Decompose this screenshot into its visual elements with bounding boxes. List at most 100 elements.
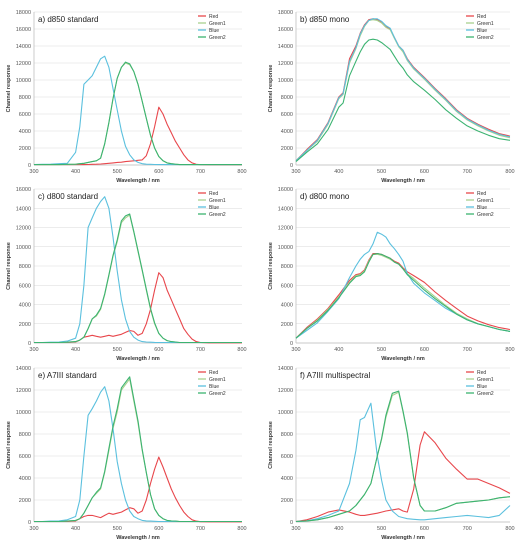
series-line-red — [295, 431, 511, 523]
y-tick-label: 8000 — [19, 95, 31, 101]
x-tick-label: 300 — [29, 169, 38, 175]
panel-title: e) A7III standard — [38, 371, 97, 380]
x-tick-label: 800 — [505, 347, 514, 353]
legend-label-green2: Green2 — [209, 35, 226, 41]
y-tick-label: 16000 — [278, 187, 293, 193]
y-tick-label: 12000 — [278, 226, 293, 232]
y-axis-label: Channel response — [6, 421, 12, 469]
series-line-green2 — [295, 38, 511, 163]
y-tick-label: 10000 — [278, 410, 293, 416]
x-tick-label: 400 — [71, 347, 80, 353]
y-tick-label: 0 — [28, 520, 31, 526]
x-tick-label: 500 — [377, 526, 386, 532]
y-tick-label: 14000 — [278, 366, 293, 372]
y-tick-label: 6000 — [281, 112, 293, 118]
x-tick-label: 700 — [196, 347, 205, 353]
x-tick-label: 700 — [463, 526, 472, 532]
chart-panel-2: 0 2000 4000 6000 8000 10000 12000 14000 16000 180… — [268, 10, 515, 184]
series-line-green2 — [34, 213, 242, 344]
y-tick-label: 4000 — [19, 129, 31, 135]
x-tick-label: 800 — [237, 347, 246, 353]
y-tick-label: 16000 — [278, 27, 293, 33]
legend-label-green2: Green2 — [477, 391, 494, 397]
series-line-green1 — [295, 253, 511, 339]
legend-label-blue: Blue — [209, 205, 219, 211]
legend-label-blue: Blue — [477, 384, 487, 390]
y-tick-label: 4000 — [19, 303, 31, 309]
x-tick-label: 600 — [420, 526, 429, 532]
x-tick-label: 400 — [334, 526, 343, 532]
legend-label-red: Red — [209, 191, 218, 197]
x-tick-label: 600 — [154, 347, 163, 353]
y-tick-label: 6000 — [19, 112, 31, 118]
y-tick-label: 16000 — [16, 27, 31, 33]
legend-label-blue: Blue — [477, 28, 487, 34]
x-axis-label: Wavelength / nm — [116, 356, 160, 362]
legend-label-blue: Blue — [209, 28, 219, 34]
series-line-blue — [295, 18, 511, 162]
series-line-blue — [34, 386, 242, 523]
y-tick-label: 18000 — [16, 10, 31, 16]
y-tick-label: 6000 — [281, 283, 293, 289]
x-tick-label: 800 — [505, 169, 514, 175]
x-axis-label: Wavelength / nm — [381, 356, 425, 362]
y-tick-label: 10000 — [278, 78, 293, 84]
series-line-green2 — [34, 376, 242, 523]
y-tick-label: 4000 — [19, 476, 31, 482]
panel-title: a) d850 standard — [38, 15, 99, 24]
x-tick-label: 400 — [334, 169, 343, 175]
y-tick-label: 2000 — [281, 322, 293, 328]
legend-label-green1: Green1 — [477, 198, 494, 204]
x-tick-label: 400 — [71, 169, 80, 175]
y-axis-label: Channel response — [268, 65, 274, 113]
y-tick-label: 0 — [28, 163, 31, 169]
legend-label-green1: Green1 — [477, 377, 494, 383]
y-tick-label: 12000 — [278, 61, 293, 67]
chart-panel-6: 0 2000 4000 6000 8000 10000 12000 14000 300 400 50… — [268, 366, 515, 541]
x-tick-label: 500 — [113, 347, 122, 353]
y-axis-label: Channel response — [268, 242, 274, 290]
y-tick-label: 8000 — [281, 432, 293, 438]
y-tick-label: 4000 — [281, 129, 293, 135]
legend-label-red: Red — [209, 370, 218, 376]
chart-panel-5: 0 2000 4000 6000 8000 10000 12000 14000 300 400 50… — [6, 366, 247, 541]
series-line-green1 — [34, 214, 242, 344]
legend-label-green2: Green2 — [209, 212, 226, 218]
y-tick-label: 10000 — [16, 245, 31, 251]
y-tick-label: 4000 — [281, 476, 293, 482]
panel-title: c) d800 standard — [38, 192, 98, 201]
x-tick-label: 300 — [291, 347, 300, 353]
y-tick-label: 14000 — [278, 44, 293, 50]
y-tick-label: 12000 — [16, 61, 31, 67]
x-tick-label: 700 — [463, 347, 472, 353]
series-line-green2 — [295, 252, 511, 339]
legend-label-blue: Blue — [209, 384, 219, 390]
y-tick-label: 10000 — [278, 245, 293, 251]
legend-label-red: Red — [477, 191, 486, 197]
legend-label-green2: Green2 — [477, 212, 494, 218]
x-tick-label: 400 — [71, 526, 80, 532]
x-tick-label: 700 — [463, 169, 472, 175]
y-tick-label: 2000 — [19, 322, 31, 328]
x-tick-label: 300 — [29, 347, 38, 353]
panel-title: d) d800 mono — [300, 192, 350, 201]
legend-label-green1: Green1 — [209, 21, 226, 27]
y-tick-label: 4000 — [281, 303, 293, 309]
x-tick-label: 500 — [377, 347, 386, 353]
series-line-green2 — [34, 61, 242, 166]
chart-panel-1: 0 2000 4000 6000 8000 10000 12000 14000 16000 180… — [6, 10, 247, 184]
x-tick-label: 300 — [29, 526, 38, 532]
y-tick-label: 6000 — [281, 454, 293, 460]
y-axis-label: Channel response — [6, 65, 12, 113]
x-tick-label: 500 — [113, 169, 122, 175]
x-tick-label: 300 — [291, 526, 300, 532]
x-tick-label: 600 — [154, 526, 163, 532]
series-line-red — [34, 106, 242, 166]
y-axis-label: Channel response — [6, 242, 12, 290]
y-tick-label: 14000 — [16, 206, 31, 212]
y-tick-label: 14000 — [16, 44, 31, 50]
x-tick-label: 500 — [377, 169, 386, 175]
x-tick-label: 700 — [196, 169, 205, 175]
y-tick-label: 10000 — [16, 78, 31, 84]
y-tick-label: 18000 — [278, 10, 293, 16]
